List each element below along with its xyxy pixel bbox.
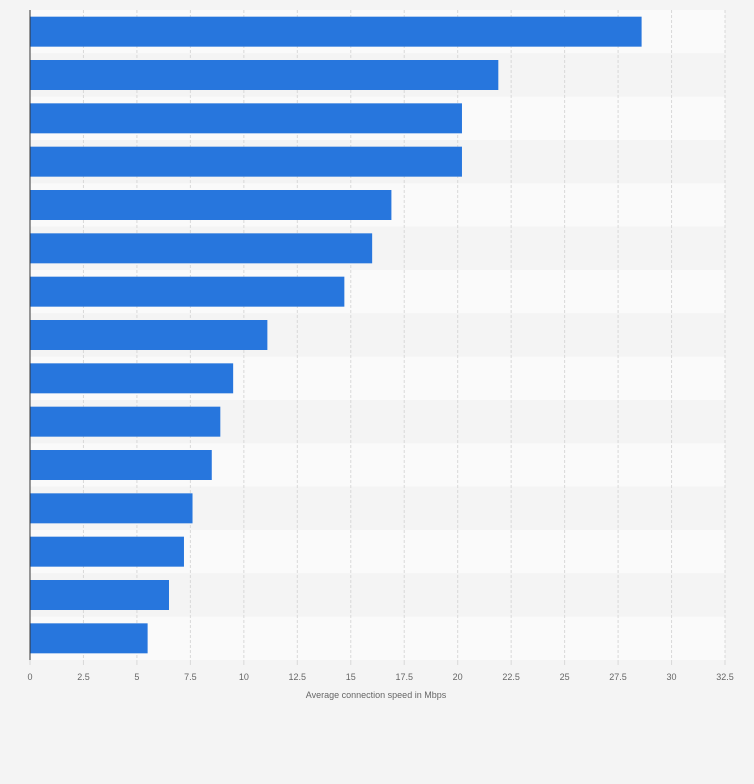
bar[interactable] bbox=[30, 450, 212, 480]
x-tick-label: 12.5 bbox=[289, 672, 307, 682]
x-tick-label: 32.5 bbox=[716, 672, 734, 682]
x-tick-label: 27.5 bbox=[609, 672, 627, 682]
x-tick-label: 0 bbox=[27, 672, 32, 682]
x-tick-label: 7.5 bbox=[184, 672, 197, 682]
x-tick-label: 30 bbox=[667, 672, 677, 682]
x-tick-label: 15 bbox=[346, 672, 356, 682]
x-tick-label: 22.5 bbox=[502, 672, 520, 682]
bar[interactable] bbox=[30, 406, 221, 437]
bar[interactable] bbox=[30, 276, 345, 307]
x-tick-label: 20 bbox=[453, 672, 463, 682]
bar[interactable] bbox=[30, 536, 184, 567]
bar[interactable] bbox=[30, 60, 499, 90]
bars bbox=[30, 16, 642, 654]
bar[interactable] bbox=[30, 320, 268, 350]
x-tick-label: 25 bbox=[560, 672, 570, 682]
bar[interactable] bbox=[30, 16, 642, 47]
x-tick-label: 17.5 bbox=[395, 672, 413, 682]
bar[interactable] bbox=[30, 103, 462, 134]
x-tick-label: 5 bbox=[134, 672, 139, 682]
x-tick-labels: 0 2.5 5 7.5 10 12.5 15 17.5 20 22.5 25 27.5 30 32.5 bbox=[27, 672, 733, 682]
x-axis-label: Average connection speed in Mbps bbox=[306, 690, 447, 700]
x-tick-label: 10 bbox=[239, 672, 249, 682]
bar[interactable] bbox=[30, 363, 234, 394]
bar[interactable] bbox=[30, 623, 148, 654]
bar[interactable] bbox=[30, 233, 373, 264]
x-tick-label: 2.5 bbox=[77, 672, 90, 682]
bar[interactable] bbox=[30, 146, 462, 177]
bar[interactable] bbox=[30, 190, 392, 220]
bar[interactable] bbox=[30, 493, 193, 524]
bar[interactable] bbox=[30, 580, 169, 610]
